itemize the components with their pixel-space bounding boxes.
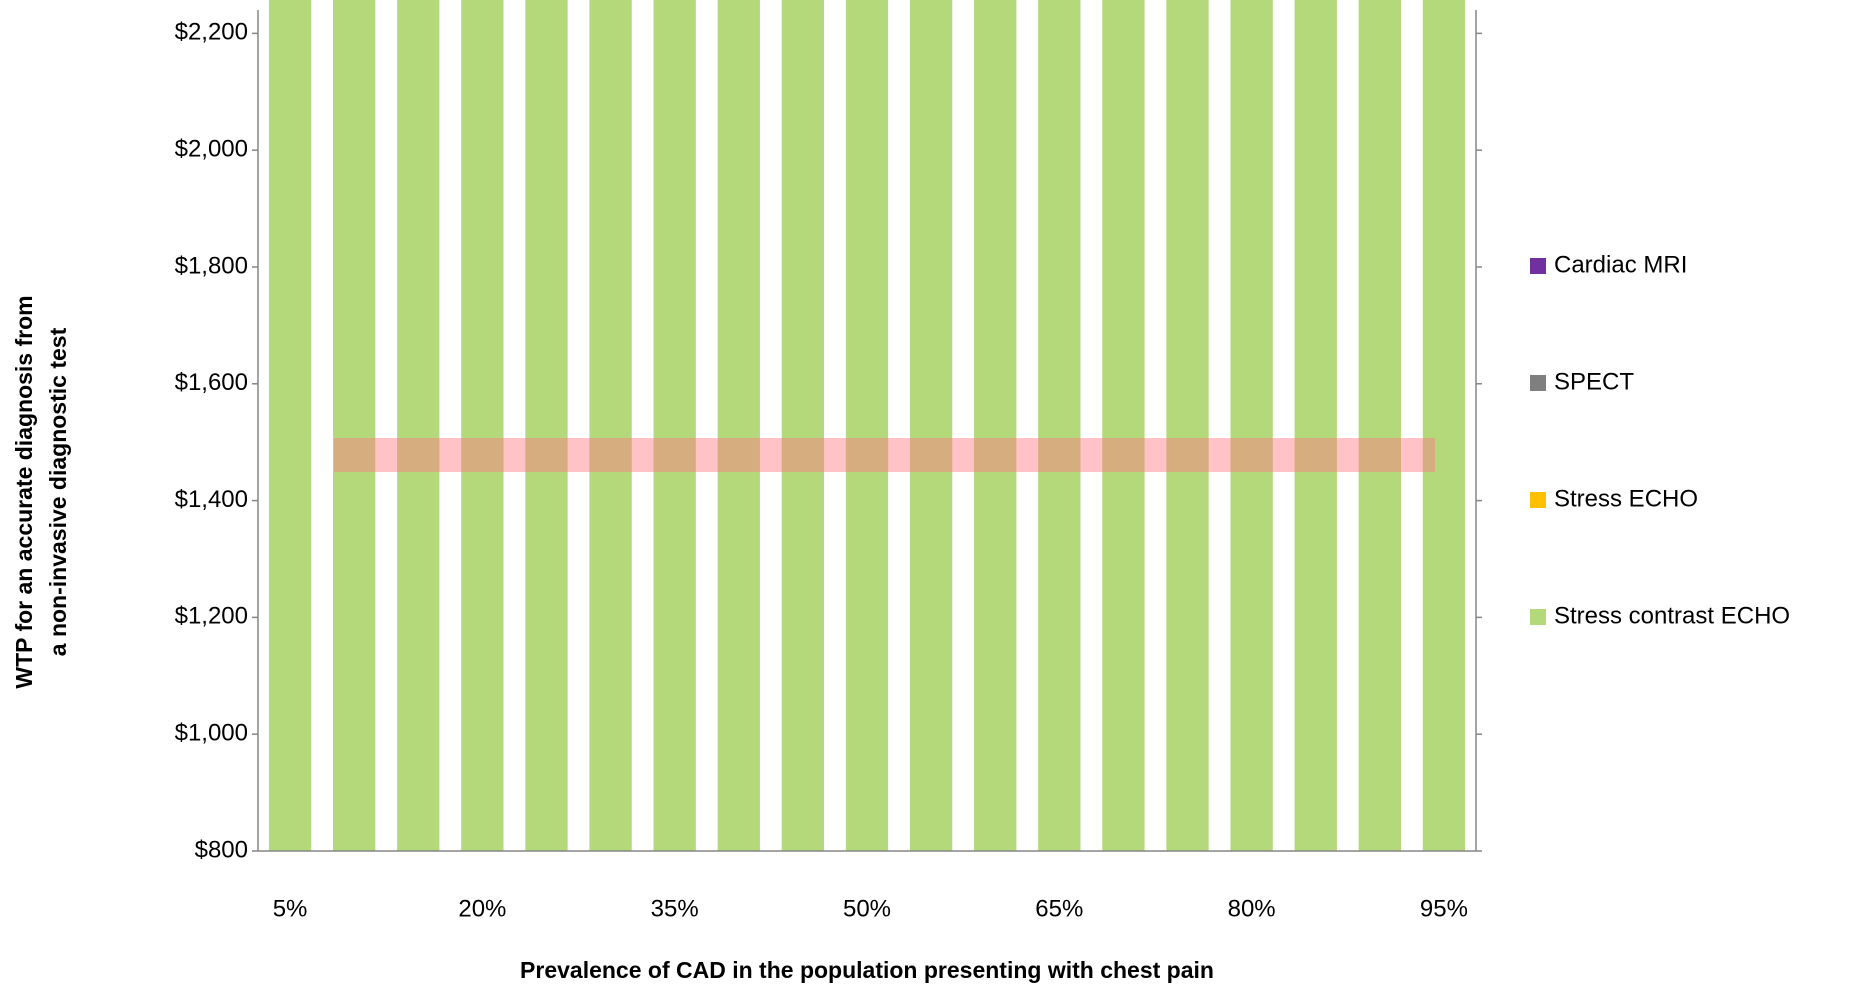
x-tick-label: 50% xyxy=(843,895,891,922)
legend-label: Stress contrast ECHO xyxy=(1554,602,1790,629)
legend-label: Cardiac MRI xyxy=(1554,251,1687,278)
legend-swatch xyxy=(1530,609,1546,625)
y-tick-label: $2,000 xyxy=(175,136,248,163)
y-axis-title: a non-invasive diagnostic test xyxy=(45,327,71,656)
x-axis-title: Prevalence of CAD in the population pres… xyxy=(520,957,1214,983)
legend-swatch xyxy=(1530,492,1546,508)
bar-segment xyxy=(1294,0,1337,851)
y-tick-label: $800 xyxy=(195,836,248,863)
legend-label: Stress ECHO xyxy=(1554,485,1698,512)
bar-segment xyxy=(717,0,760,851)
bar-segment xyxy=(1166,0,1209,851)
bar-segment xyxy=(974,0,1017,851)
bar-segment xyxy=(909,0,953,851)
y-tick-label: $1,600 xyxy=(175,369,248,396)
bar-segment xyxy=(1102,0,1145,851)
y-tick-label: $2,200 xyxy=(175,19,248,46)
bar-segment xyxy=(525,0,568,851)
legend-swatch xyxy=(1530,258,1546,274)
bar-segment xyxy=(1230,0,1273,851)
x-tick-label: 80% xyxy=(1228,895,1276,922)
bar-segment xyxy=(268,0,312,851)
x-tick-label: 35% xyxy=(651,895,699,922)
y-axis-title: WTP for an accurate diagnosis from xyxy=(11,295,37,688)
bar-segment xyxy=(845,0,889,851)
bar-segment xyxy=(461,0,504,851)
bar-segment xyxy=(397,0,440,851)
x-tick-label: 95% xyxy=(1420,895,1468,922)
bar-segment xyxy=(781,0,825,851)
bar-segment xyxy=(333,0,376,851)
y-tick-label: $1,800 xyxy=(175,252,248,279)
bar-segment xyxy=(1038,0,1081,851)
x-tick-label: 20% xyxy=(458,895,506,922)
x-tick-label: 5% xyxy=(273,895,308,922)
highlight-band xyxy=(334,438,1435,472)
y-tick-label: $1,200 xyxy=(175,603,248,630)
legend-label: SPECT xyxy=(1554,368,1634,395)
y-tick-label: $1,400 xyxy=(175,486,248,513)
y-tick-label: $1,000 xyxy=(175,720,248,747)
bar-segment xyxy=(653,0,696,851)
bar-segment xyxy=(1358,0,1401,851)
bar-segment xyxy=(589,0,632,851)
legend-swatch xyxy=(1530,375,1546,391)
bar-segment xyxy=(1422,0,1466,851)
x-tick-label: 65% xyxy=(1035,895,1083,922)
